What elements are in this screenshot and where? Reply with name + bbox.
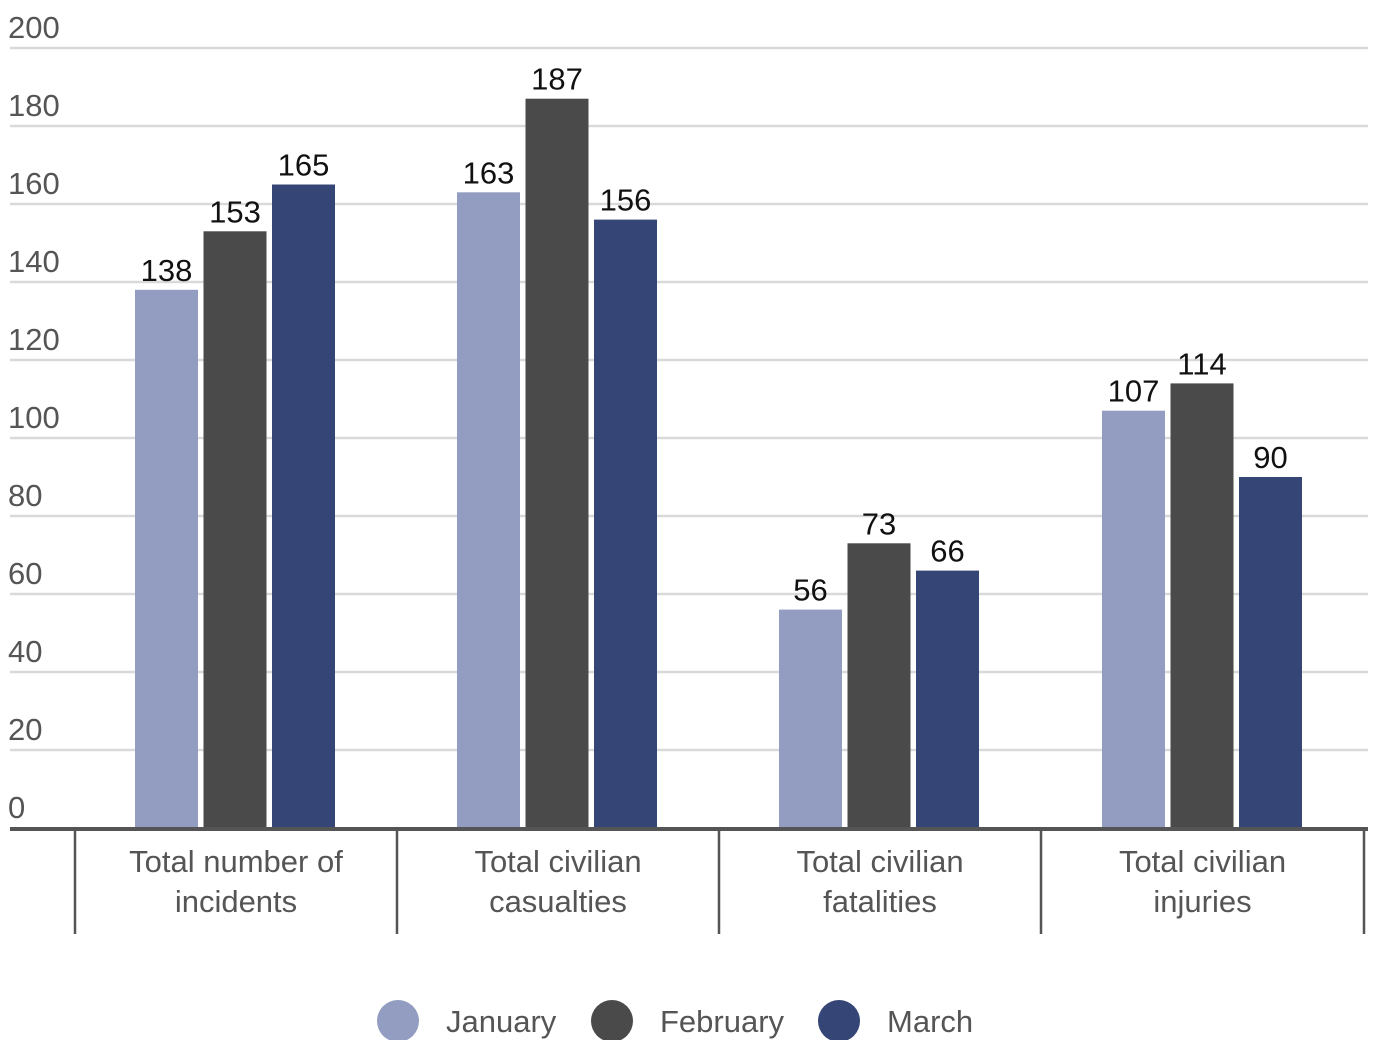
data-label: 165 xyxy=(278,148,330,183)
category-label: Total civilian casualties xyxy=(474,844,641,919)
category-label: Total civilian fatalities xyxy=(796,844,963,919)
category-labels: Total number of incidents Total civilian ca… xyxy=(129,844,1286,919)
data-label: 73 xyxy=(862,506,896,541)
bar-march xyxy=(272,184,335,828)
legend-item-february: February xyxy=(591,1000,785,1040)
y-tick-label: 20 xyxy=(8,712,42,747)
data-label: 90 xyxy=(1253,440,1287,475)
legend-label: February xyxy=(660,1004,785,1039)
data-label: 163 xyxy=(463,155,515,190)
y-tick-label: 140 xyxy=(8,244,60,279)
data-label: 107 xyxy=(1108,374,1160,409)
bar-february xyxy=(1170,383,1234,828)
bar-february xyxy=(847,543,911,828)
bar-march xyxy=(594,219,657,829)
y-tick-label: 100 xyxy=(8,400,60,435)
bar-march xyxy=(1239,477,1302,828)
bar-january xyxy=(1102,410,1165,828)
legend-label: January xyxy=(446,1004,557,1039)
bars xyxy=(135,98,1302,829)
x-axis xyxy=(10,827,1368,934)
y-tick-label: 0 xyxy=(8,790,25,825)
legend-swatch xyxy=(377,1000,419,1040)
y-tick-label: 80 xyxy=(8,478,42,513)
y-axis-ticks: 0 20 40 60 80 100 120 140 160 180 200 xyxy=(8,10,60,825)
bar-january xyxy=(779,609,842,828)
bar-january xyxy=(135,289,198,828)
legend-item-march: March xyxy=(818,1000,973,1040)
y-tick-label: 180 xyxy=(8,88,60,123)
legend-label: March xyxy=(887,1004,973,1039)
bar-january xyxy=(457,192,520,829)
y-tick-label: 60 xyxy=(8,556,42,591)
legend-swatch xyxy=(818,1000,860,1040)
category-label: Total number of incidents xyxy=(129,844,343,919)
y-tick-label: 200 xyxy=(8,10,60,45)
y-tick-label: 40 xyxy=(8,634,42,669)
y-tick-label: 120 xyxy=(8,322,60,357)
bar-march xyxy=(916,570,979,828)
legend-item-january: January xyxy=(377,1000,557,1040)
data-label: 156 xyxy=(600,183,652,218)
legend: January February March xyxy=(377,1000,973,1040)
bar-february xyxy=(203,231,267,829)
y-tick-label: 160 xyxy=(8,166,60,201)
legend-swatch xyxy=(591,1000,633,1040)
data-label: 56 xyxy=(793,573,827,608)
bar-february xyxy=(525,98,589,828)
data-label: 153 xyxy=(209,194,261,229)
data-label: 138 xyxy=(141,253,193,288)
data-label: 66 xyxy=(930,534,964,569)
category-label: Total civilian injuries xyxy=(1119,844,1286,919)
data-label: 187 xyxy=(531,62,583,97)
data-label: 114 xyxy=(1177,346,1226,381)
data-labels: 138 163 56 107 153 187 73 114 165 156 66 90 xyxy=(141,62,1288,608)
